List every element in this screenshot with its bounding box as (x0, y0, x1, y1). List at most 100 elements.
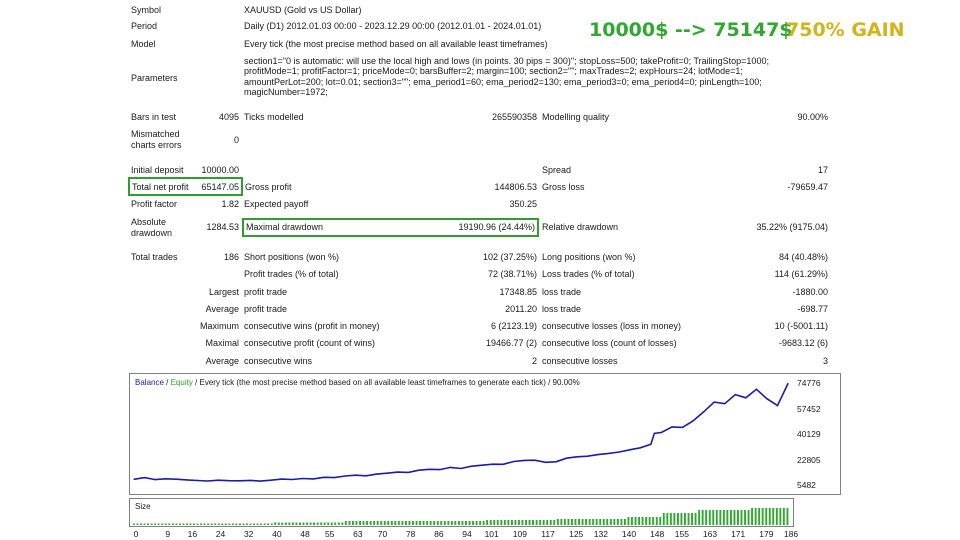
x-tick-label: 78 (405, 529, 416, 539)
size-bar (602, 519, 605, 525)
size-bar (684, 513, 686, 525)
x-tick-label: 40 (272, 529, 282, 539)
size-bar (157, 523, 160, 525)
size-bar (588, 519, 591, 525)
size-bar (500, 520, 503, 525)
balance-point (165, 478, 167, 480)
gross-profit-label: Gross profit (245, 182, 292, 192)
largest-loss-value: -1880.00 (792, 287, 828, 297)
size-bar (362, 521, 365, 525)
balance-point (217, 479, 219, 481)
gross-loss-value: -79659.47 (787, 182, 828, 192)
size-bar (489, 520, 492, 525)
size-bar (634, 517, 637, 525)
size-bar (503, 520, 506, 525)
net-profit-value: 65147.05 (201, 182, 239, 192)
size-bar (231, 523, 234, 525)
size-bar (641, 517, 644, 525)
size-bar (334, 522, 337, 525)
profit-factor-value: 1.82 (221, 199, 239, 209)
size-bar (327, 522, 330, 525)
cons-loss-count-value: -9683.12 (6) (778, 338, 828, 348)
size-bar (168, 523, 171, 525)
size-bar (224, 523, 227, 525)
size-bar (638, 517, 640, 525)
size-bar (313, 522, 315, 525)
size-bar (563, 519, 566, 525)
x-tick-label: 132 (593, 529, 608, 539)
size-bar (394, 521, 397, 525)
balance-point (175, 478, 177, 480)
size-bar (539, 520, 542, 525)
size-bar (242, 523, 245, 525)
gain-headline: 750% GAIN (786, 19, 905, 41)
size-bar (701, 510, 704, 525)
size-bar (754, 508, 757, 525)
size-bar (341, 522, 344, 525)
balance-point (576, 456, 578, 458)
size-bar (691, 513, 693, 525)
size-bar (366, 521, 368, 525)
balance-point (745, 397, 747, 399)
x-tick-label: 55 (324, 529, 335, 539)
balance-point (734, 394, 736, 396)
size-bar (171, 523, 174, 525)
balance-point (354, 474, 357, 476)
size-bar (571, 519, 573, 525)
largest-label: Largest (208, 287, 239, 297)
size-bar (768, 508, 771, 525)
size-bar (355, 521, 358, 525)
size-bar (631, 517, 633, 525)
y-tick-label: 57452 (797, 403, 821, 414)
net-profit-label: Total net profit (132, 182, 189, 192)
size-bar (560, 519, 563, 525)
balance-point (154, 479, 156, 481)
avg-cons-wins-label: consecutive wins (244, 356, 313, 366)
size-bar (436, 521, 439, 525)
maximal-drawdown-highlight (242, 218, 539, 237)
size-bar (175, 523, 178, 525)
absolute-drawdown-label-1: Absolute (131, 217, 167, 227)
size-chart: Size (129, 498, 794, 527)
size-bar (493, 520, 496, 525)
size-bar (256, 523, 259, 525)
largest-profit-trade-label: profit trade (244, 287, 288, 297)
balance-point (660, 431, 663, 434)
average-profit-trade-label: profit trade (244, 304, 288, 314)
size-bar (217, 523, 220, 525)
size-bar (433, 521, 436, 525)
balance-point (386, 472, 388, 474)
cons-profit-count-label: consecutive profit (count of wins) (244, 338, 376, 348)
size-bar (627, 517, 630, 525)
balance-chart-svg (133, 382, 789, 482)
size-bar (648, 517, 651, 525)
total-trades-label: Total trades (131, 252, 178, 262)
size-bar (337, 522, 340, 525)
size-bar (178, 523, 181, 525)
size-bar (549, 520, 552, 525)
size-bar (751, 508, 753, 525)
balance-point (207, 480, 209, 482)
balance-point (565, 457, 568, 459)
size-bar (415, 521, 418, 525)
size-bar (196, 523, 199, 525)
average-profit-value: 2011.20 (505, 304, 537, 314)
average-cons-label: Average (205, 356, 239, 366)
size-bar (288, 522, 291, 525)
x-tick-label: 94 (462, 529, 472, 539)
short-positions-value: 102 (37.25%) (482, 252, 537, 262)
size-bar (426, 521, 429, 525)
cons-wins-money-label: consecutive wins (profit in money) (244, 321, 380, 331)
size-bar (383, 521, 386, 525)
balance-point (787, 382, 789, 385)
x-tick-label: 70 (377, 529, 388, 539)
size-bar (525, 520, 527, 525)
size-bar (284, 522, 287, 525)
x-tick-label: 109 (512, 529, 527, 539)
period-label: Period (131, 21, 158, 31)
size-bar (369, 521, 372, 525)
balance-point (681, 426, 684, 428)
x-tick-label: 155 (674, 529, 689, 539)
size-bar (472, 521, 474, 525)
x-tick-label: 48 (300, 529, 310, 539)
